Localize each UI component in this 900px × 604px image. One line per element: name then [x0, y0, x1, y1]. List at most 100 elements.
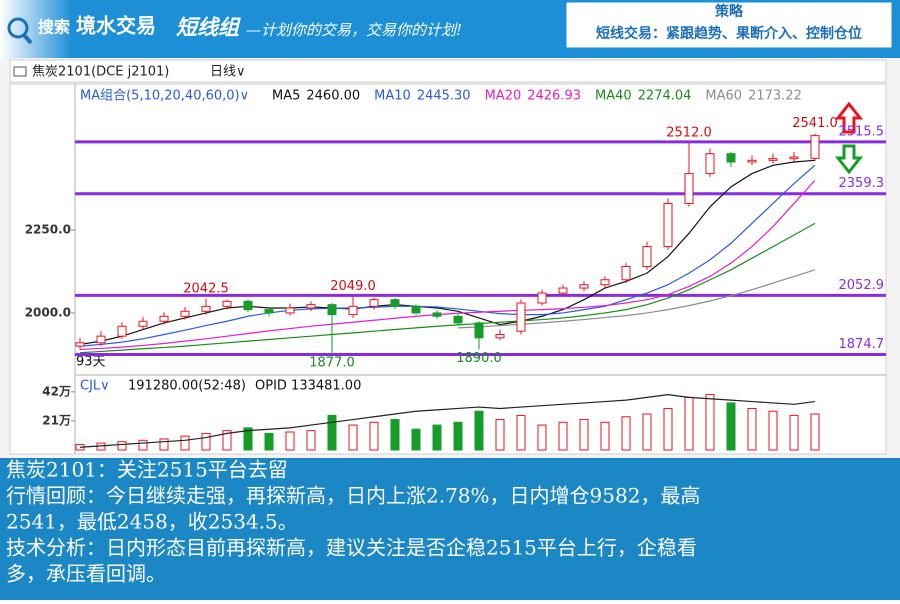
candle-body [306, 304, 316, 309]
volume-bar [117, 441, 127, 451]
candle-body [117, 325, 127, 337]
volume-bar [579, 419, 589, 451]
candle-body [810, 135, 820, 159]
volume-bar [369, 421, 379, 451]
volume-bar [810, 413, 820, 451]
legend-name: MA5 [272, 89, 300, 104]
candle-body [579, 284, 589, 289]
legend-name: MA10 [374, 89, 411, 104]
legend-value: 2426.93 [527, 89, 581, 104]
volume-bar [642, 413, 652, 451]
ma-line [79, 164, 816, 347]
candle-body [432, 312, 442, 317]
corner-note: 93天 [76, 355, 106, 370]
candle-body [285, 307, 295, 314]
toolbar-icon [13, 66, 27, 77]
candle-body [663, 202, 673, 248]
level-label: 2052.9 [839, 278, 885, 293]
volume-bar [390, 419, 400, 451]
legend-value: 2460.00 [306, 89, 360, 104]
legend-name: MA40 [595, 89, 632, 104]
volume-bar [327, 414, 337, 451]
candle-body [600, 279, 610, 286]
toolbar [9, 59, 887, 83]
volume-bar [159, 438, 169, 451]
volume-bar [411, 428, 421, 451]
strategy-box [565, 1, 893, 49]
volume-bar [768, 410, 778, 451]
level-label: 2515.5 [839, 124, 885, 139]
volume-bar [789, 414, 799, 451]
level-label: 2359.3 [839, 176, 885, 191]
y-tick-label: 2250.0 [25, 223, 71, 237]
commentary-line: 行情回顾：今日继续走强，再探新高，日内上涨2.78%，日内增仓9582，最高 [6, 484, 700, 508]
down-arrow [834, 144, 864, 175]
volume-legend-value: 191280.00(52:48) [128, 379, 246, 394]
candle-body [537, 292, 547, 304]
volume-bar [474, 410, 484, 451]
commentary-line: 多，承压看回调。 [6, 562, 166, 586]
volume-bar [201, 432, 211, 451]
search-icon-handle [22, 33, 33, 45]
group: 短线组 [176, 15, 241, 40]
commentary-line: 技术分析：日内形态目前再探新高，建议关注是否企稳2515平台上行，企稳看 [6, 536, 697, 560]
ma-legend-title: MA组合(5,10,20,40,60,0)∨ [80, 89, 249, 104]
low-label: 1890.0 [456, 351, 502, 366]
symbol[interactable]: 焦炭2101(DCE j2101) [32, 65, 169, 80]
low-label: 1877.0 [309, 355, 355, 370]
legend-value: 2445.30 [417, 89, 471, 104]
volume-bar [726, 402, 736, 451]
volume-bar [348, 424, 358, 451]
candle-body [474, 322, 484, 339]
candle-body [180, 310, 190, 317]
volume-bar [432, 424, 442, 451]
volume-bar [264, 432, 274, 451]
candle-body [453, 315, 463, 324]
legend-name: MA20 [485, 89, 522, 104]
period[interactable]: 日线∨ [210, 65, 246, 80]
volume-bar [285, 431, 295, 451]
candle-body [201, 305, 211, 312]
high-label: 2541.0 [792, 116, 838, 131]
volume-tick-label: 21万 [42, 413, 71, 427]
legend-name: MA60 [705, 89, 742, 104]
commentary-line: 2541，最低2458，收2534.5。 [6, 510, 298, 534]
volume-bar [684, 396, 694, 451]
y-tick-label: 2000.0 [25, 305, 71, 319]
candle-body [390, 299, 400, 307]
legend-value: 2173.22 [748, 89, 802, 104]
candle-body [264, 309, 274, 314]
volume-bar [495, 419, 505, 451]
strategy-text: 短线交易：紧跟趋势、果断介入、控制仓位 [596, 25, 862, 42]
volume-bar [537, 424, 547, 451]
strategy-title: 策略 [714, 3, 744, 20]
ma-line [79, 159, 816, 346]
logo-text: 搜索 [38, 18, 70, 37]
high-label: 2042.5 [183, 281, 229, 296]
chart-area [9, 83, 887, 455]
candle-body [411, 305, 421, 314]
volume-bar [747, 407, 757, 451]
brand: 境水交易 [76, 14, 156, 38]
high-label: 2512.0 [666, 126, 712, 141]
volume-tick-label: 42万 [42, 384, 71, 398]
candle-body [747, 159, 757, 163]
candle-body [369, 299, 379, 307]
slogan: —计划你的交易，交易你的计划! [246, 21, 462, 39]
volume-bar [243, 427, 253, 451]
volume-bar [453, 421, 463, 451]
candle-body [642, 246, 652, 267]
candle-body [75, 342, 85, 347]
candle-body [222, 300, 232, 307]
up-arrow [834, 101, 864, 134]
volume-bar [558, 421, 568, 451]
commentary-panel [0, 458, 900, 600]
candle-body [684, 173, 694, 204]
candle-body [516, 302, 526, 332]
volume-bar [600, 421, 610, 451]
candle-body [768, 158, 778, 161]
commentary-line: 焦炭2101：关注2515平台去留 [6, 458, 288, 482]
level-label: 1874.7 [839, 337, 885, 352]
candle-body [327, 304, 337, 316]
